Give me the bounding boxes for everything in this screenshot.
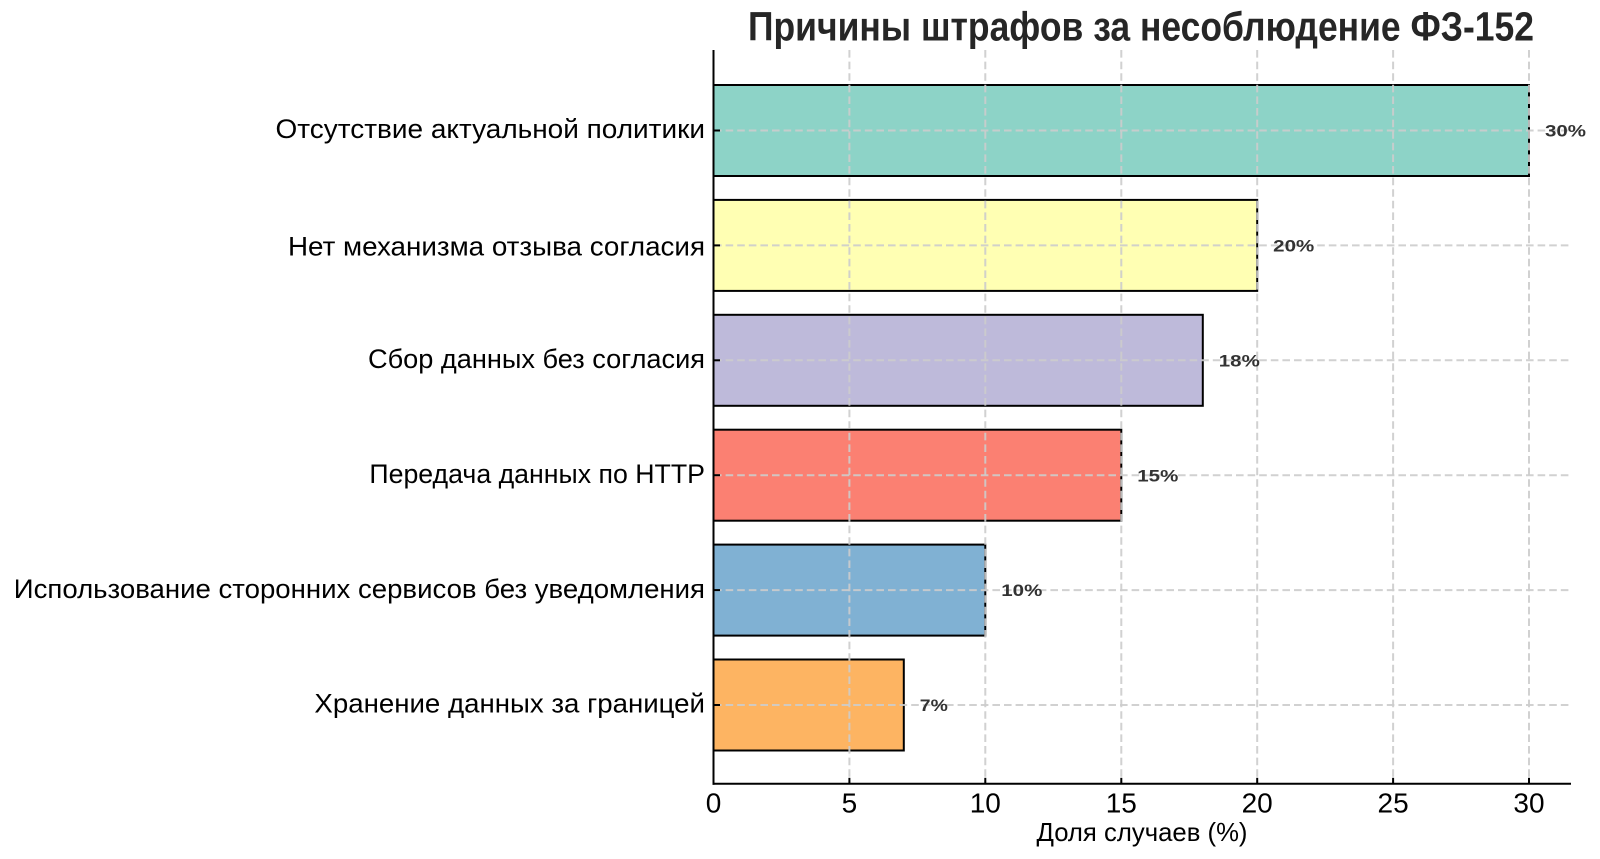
svg-text:Сбор данных без согласия: Сбор данных без согласия (368, 344, 705, 374)
svg-text:Хранение данных за границей: Хранение данных за границей (314, 689, 705, 719)
svg-text:Передача данных по HTTP: Передача данных по HTTP (369, 459, 705, 489)
svg-text:Отсутствие актуальной политики: Отсутствие актуальной политики (276, 114, 706, 144)
svg-text:Нет механизма отзыва согласия: Нет механизма отзыва согласия (288, 231, 705, 261)
svg-text:7%: 7% (920, 696, 948, 715)
svg-text:25: 25 (1378, 788, 1409, 819)
svg-text:0: 0 (706, 788, 722, 819)
svg-text:30%: 30% (1545, 122, 1586, 141)
svg-text:Использование сторонних сервис: Использование сторонних сервисов без уве… (14, 574, 705, 604)
svg-text:30: 30 (1513, 788, 1544, 819)
svg-text:5: 5 (842, 788, 858, 819)
svg-text:Причины штрафов за несоблюдени: Причины штрафов за несоблюдение ФЗ-152 (748, 4, 1534, 50)
svg-text:15%: 15% (1137, 466, 1178, 485)
svg-text:20: 20 (1242, 788, 1273, 819)
svg-text:18%: 18% (1219, 351, 1260, 370)
svg-text:10%: 10% (1001, 581, 1042, 600)
svg-text:10: 10 (970, 788, 1001, 819)
svg-text:20%: 20% (1273, 237, 1314, 256)
svg-text:Доля случаев (%): Доля случаев (%) (1037, 817, 1248, 847)
svg-text:15: 15 (1106, 788, 1137, 819)
